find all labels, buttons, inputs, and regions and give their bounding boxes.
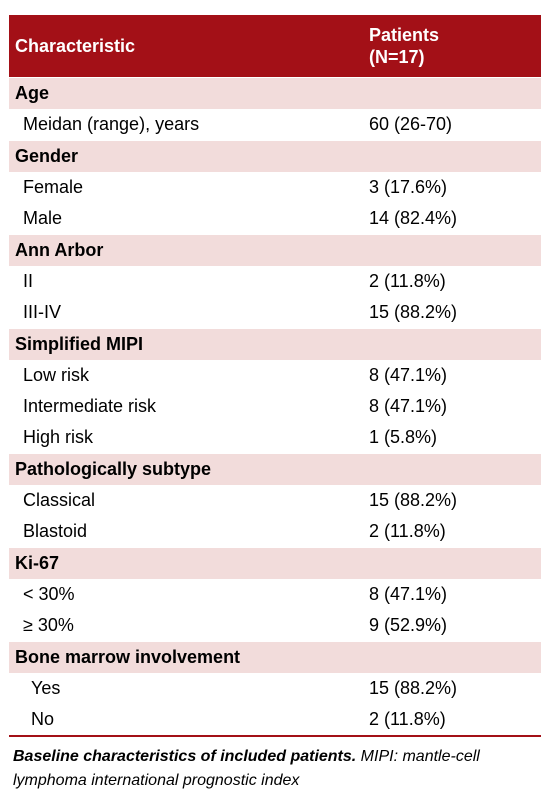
table-row: Intermediate risk 8 (47.1%) bbox=[9, 391, 541, 422]
table-row: High risk 1 (5.8%) bbox=[9, 422, 541, 454]
section-row-gender: Gender bbox=[9, 140, 541, 172]
header-characteristic: Characteristic bbox=[9, 15, 364, 78]
caption-text: MIPI: mantle-cell lymphoma international… bbox=[13, 748, 480, 789]
row-value: 8 (47.1%) bbox=[369, 365, 448, 385]
section-title: Age bbox=[9, 77, 541, 109]
table-row: Classical 15 (88.2%) bbox=[9, 485, 541, 516]
row-value: 8 (47.1%) bbox=[369, 396, 448, 416]
table-row: II 2 (11.8%) bbox=[9, 266, 541, 297]
baseline-characteristics-table: Characteristic Patients (N=17) Age Meida… bbox=[9, 15, 541, 737]
table-row: No 2 (11.8%) bbox=[9, 704, 541, 737]
section-title: Simplified MIPI bbox=[9, 328, 541, 360]
table-row: Meidan (range), years 60 (26-70) bbox=[9, 109, 541, 141]
section-row-pathologically-subtype: Pathologically subtype bbox=[9, 453, 541, 485]
row-label: Female bbox=[23, 177, 84, 197]
table-caption: Baseline characteristics of included pat… bbox=[13, 745, 543, 793]
header-patients: Patients (N=17) bbox=[364, 15, 541, 78]
section-row-simplified-mipi: Simplified MIPI bbox=[9, 328, 541, 360]
section-row-age: Age bbox=[9, 77, 541, 109]
row-value: 3 (17.6%) bbox=[369, 177, 448, 197]
row-label: Intermediate risk bbox=[23, 396, 157, 416]
row-value: 15 (88.2%) bbox=[369, 490, 458, 510]
section-title: Bone marrow involvement bbox=[9, 641, 541, 673]
table-row: Blastoid 2 (11.8%) bbox=[9, 516, 541, 548]
row-label: High risk bbox=[23, 427, 94, 447]
table-header-row: Characteristic Patients (N=17) bbox=[9, 15, 541, 78]
table-row: < 30% 8 (47.1%) bbox=[9, 579, 541, 610]
row-value: 1 (5.8%) bbox=[369, 427, 438, 447]
row-value: 8 (47.1%) bbox=[369, 584, 448, 604]
row-label: Meidan (range), years bbox=[23, 114, 200, 134]
row-label: II bbox=[23, 271, 34, 291]
caption-title: Baseline characteristics of included pat… bbox=[13, 748, 357, 765]
section-row-ki-67: Ki-67 bbox=[9, 547, 541, 579]
row-label: Classical bbox=[23, 490, 96, 510]
table-row: Low risk 8 (47.1%) bbox=[9, 360, 541, 391]
row-value: 2 (11.8%) bbox=[369, 521, 446, 541]
row-value: 9 (52.9%) bbox=[369, 615, 448, 635]
row-label: Low risk bbox=[23, 365, 90, 385]
section-row-ann-arbor: Ann Arbor bbox=[9, 234, 541, 266]
row-label: No bbox=[9, 704, 364, 737]
row-label: III-IV bbox=[23, 302, 62, 322]
section-row-bone-marrow-involvement: Bone marrow involvement bbox=[9, 641, 541, 673]
row-label: Yes bbox=[31, 678, 61, 698]
row-label: Blastoid bbox=[23, 521, 88, 541]
table-row: III-IV 15 (88.2%) bbox=[9, 297, 541, 329]
section-title: Pathologically subtype bbox=[9, 453, 541, 485]
row-value: 15 (88.2%) bbox=[369, 678, 458, 698]
section-title: Ki-67 bbox=[9, 547, 541, 579]
table-row: ≥ 30% 9 (52.9%) bbox=[9, 610, 541, 642]
row-value: 15 (88.2%) bbox=[369, 302, 458, 322]
row-label: < 30% bbox=[23, 584, 75, 604]
row-value: 2 (11.8%) bbox=[364, 704, 541, 737]
row-value: 60 (26-70) bbox=[369, 114, 453, 134]
section-title: Ann Arbor bbox=[9, 234, 541, 266]
table-row: Yes 15 (88.2%) bbox=[9, 673, 541, 704]
row-value: 2 (11.8%) bbox=[369, 271, 446, 291]
section-title: Gender bbox=[9, 140, 541, 172]
table-row: Female 3 (17.6%) bbox=[9, 172, 541, 203]
row-value: 14 (82.4%) bbox=[369, 208, 458, 228]
table-row: Male 14 (82.4%) bbox=[9, 203, 541, 235]
row-label: ≥ 30% bbox=[23, 615, 74, 635]
row-label: Male bbox=[23, 208, 63, 228]
